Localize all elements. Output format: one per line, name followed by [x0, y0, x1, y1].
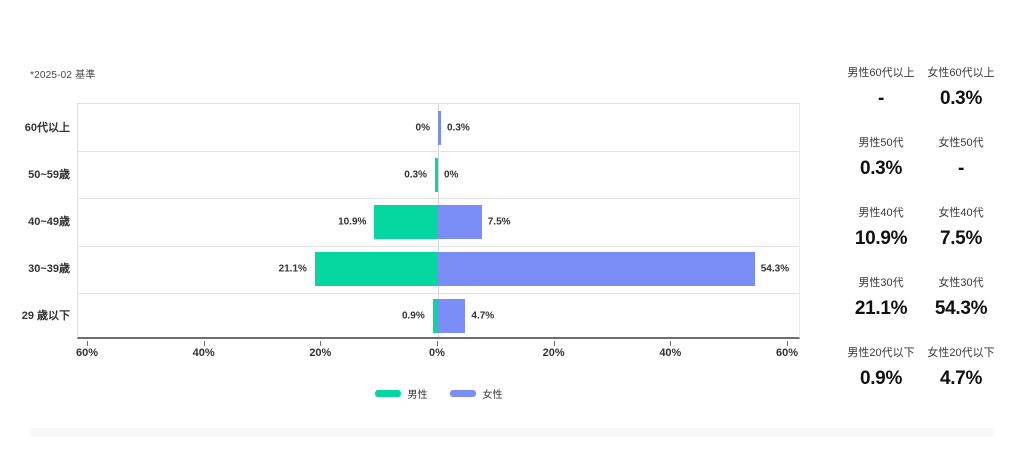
stat-row: 男性20代以下 0.9% 女性20代以下 4.7%	[841, 344, 1001, 390]
stat-label: 女性40代	[938, 207, 984, 219]
stat-row: 男性30代 21.1% 女性30代 54.3%	[841, 274, 1001, 320]
stat-value: 0.9%	[859, 368, 903, 389]
male-bar	[435, 157, 438, 192]
stat-male: 男性50代 0.3%	[841, 134, 921, 180]
row-separator	[78, 198, 799, 200]
stat-label: 女性20代以下	[927, 347, 995, 359]
female-bar-label: 7.5%	[487, 216, 511, 228]
male-bar	[432, 299, 438, 334]
category-label: 60代以上	[24, 121, 70, 134]
legend-label: 男性	[407, 390, 428, 401]
x-axis-tick	[437, 341, 438, 346]
stat-value: 0.3%	[859, 158, 903, 179]
male-bar-label: 0%	[415, 122, 430, 134]
x-axis-tick	[320, 341, 322, 346]
x-axis-tick	[87, 341, 88, 346]
female-bar	[438, 299, 466, 334]
male-bar-label: 0.3%	[404, 169, 427, 181]
stat-label: 女性60代以上	[927, 67, 995, 79]
stat-label: 男性30代	[858, 277, 904, 289]
x-axis-tick-label: 0%	[429, 347, 445, 359]
male-bar	[314, 252, 438, 287]
stat-value: -	[877, 88, 885, 109]
legend-item-female[interactable]: 女性	[449, 386, 503, 401]
x-axis-tick-label: 40%	[192, 347, 215, 359]
stat-value: 54.3%	[934, 298, 988, 319]
stat-value: -	[957, 158, 965, 179]
stat-female: 女性60代以上 0.3%	[921, 64, 1001, 110]
male-bar-label: 0.9%	[401, 310, 425, 322]
stats-panel: 男性60代以上 - 女性60代以上 0.3% 男性50代 0.3% 女性50代 - 男性40代 1…	[841, 64, 1001, 390]
female-bar-label: 54.3%	[760, 263, 790, 275]
x-axis-tick-label: 40%	[659, 347, 682, 359]
x-axis-tick-label: 20%	[542, 347, 565, 359]
stat-value: 4.7%	[939, 368, 983, 389]
male-bar	[374, 205, 438, 239]
x-axis-tick-label: 60%	[75, 347, 99, 359]
stat-label: 女性50代	[938, 137, 984, 149]
legend-item-male[interactable]: 男性	[374, 386, 428, 401]
x-axis-tick	[203, 341, 205, 346]
legend-swatch	[374, 390, 401, 397]
chart-legend: 男性 女性	[77, 386, 800, 401]
stat-label: 男性50代	[858, 137, 904, 149]
stat-value: 7.5%	[939, 228, 983, 249]
female-bar	[438, 252, 755, 287]
stat-female: 女性40代 7.5%	[921, 204, 1001, 250]
x-axis-tick	[787, 341, 788, 346]
legend-swatch	[449, 390, 476, 397]
x-axis-tick-label: 60%	[775, 347, 799, 359]
stat-female: 女性20代以下 4.7%	[921, 344, 1001, 390]
stat-label: 男性60代以上	[847, 67, 915, 79]
stat-row: 男性50代 0.3% 女性50代 -	[841, 134, 1001, 180]
female-bar-label: 0%	[444, 169, 459, 181]
stat-value: 0.3%	[939, 88, 983, 109]
stat-row: 男性60代以上 - 女性60代以上 0.3%	[841, 64, 1001, 110]
stat-male: 男性30代 21.1%	[841, 274, 921, 320]
stat-male: 男性60代以上 -	[841, 64, 921, 110]
female-bar-label: 4.7%	[471, 310, 495, 322]
stat-female: 女性50代 -	[921, 134, 1001, 180]
stat-male: 男性20代以下 0.9%	[841, 344, 921, 390]
category-label: 50~59歳	[28, 168, 70, 181]
female-bar-label: 0.3%	[447, 122, 470, 134]
stat-label: 男性40代	[858, 207, 904, 219]
female-bar	[438, 205, 482, 239]
stat-female: 女性30代 54.3%	[921, 274, 1001, 320]
category-label: 29 歳以下	[21, 310, 70, 323]
row-separator	[78, 151, 799, 153]
male-bar-label: 10.9%	[338, 216, 367, 228]
stat-value: 21.1%	[854, 298, 908, 319]
category-label: 40~49歳	[28, 216, 70, 228]
age-pyramid-plot: 0% 0.3% 0.3% 0% 10.9% 7.5% 21.1% 54.3% 0.9% 4.7%	[77, 103, 800, 339]
next-section-edge	[30, 428, 994, 437]
legend-label: 女性	[482, 390, 503, 401]
stat-row: 男性40代 10.9% 女性40代 7.5%	[841, 204, 1001, 250]
female-bar	[438, 110, 441, 145]
row-separator	[78, 245, 799, 247]
x-axis-tick	[670, 341, 672, 346]
x-axis-tick-label: 20%	[309, 347, 332, 359]
male-bar-label: 21.1%	[278, 263, 307, 275]
reference-date-note: *2025-02 基準	[30, 70, 96, 81]
stat-label: 男性20代以下	[847, 347, 915, 359]
category-label: 30~39歳	[28, 263, 70, 276]
stat-value: 10.9%	[854, 228, 908, 249]
x-axis-tick	[553, 341, 555, 346]
row-separator	[78, 292, 799, 294]
stat-label: 女性30代	[938, 277, 984, 289]
stat-male: 男性40代 10.9%	[841, 204, 921, 250]
